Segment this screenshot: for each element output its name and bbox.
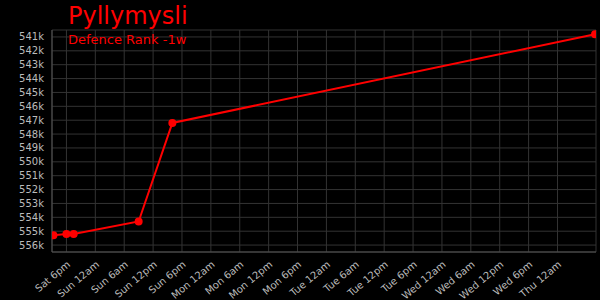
svg-text:548k: 548k — [19, 129, 44, 140]
svg-text:541k: 541k — [19, 31, 44, 42]
svg-text:556k: 556k — [19, 240, 44, 251]
svg-text:543k: 543k — [19, 59, 44, 70]
svg-text:Tue 6pm: Tue 6pm — [379, 258, 419, 295]
svg-text:542k: 542k — [19, 45, 44, 56]
svg-text:550k: 550k — [19, 156, 44, 167]
svg-text:552k: 552k — [19, 184, 44, 195]
svg-text:Tue 12am: Tue 12am — [287, 259, 332, 299]
svg-text:Thu 12am: Thu 12am — [517, 259, 564, 300]
svg-text:544k: 544k — [19, 73, 44, 84]
svg-text:Sun 6pm: Sun 6pm — [146, 258, 188, 296]
svg-text:Sun 12pm: Sun 12pm — [112, 258, 159, 300]
svg-text:Tue 6am: Tue 6am — [321, 258, 362, 295]
svg-text:Wed 6pm: Wed 6pm — [491, 258, 535, 298]
svg-text:549k: 549k — [19, 142, 44, 153]
svg-text:Sat 6pm: Sat 6pm — [33, 258, 73, 294]
svg-text:554k: 554k — [19, 212, 44, 223]
svg-text:551k: 551k — [19, 170, 44, 181]
svg-text:Wed 6am: Wed 6am — [433, 258, 477, 298]
svg-text:553k: 553k — [19, 198, 44, 209]
svg-text:Sun 6am: Sun 6am — [88, 258, 131, 296]
svg-text:545k: 545k — [19, 87, 44, 98]
html-text:Defence Rank -1w: Defence Rank -1w — [68, 32, 187, 47]
svg-text:Sun 12am: Sun 12am — [55, 258, 102, 300]
svg-text:555k: 555k — [19, 226, 44, 237]
svg-text:Mon 6pm: Mon 6pm — [260, 258, 304, 297]
svg-text:547k: 547k — [19, 115, 44, 126]
svg-text:546k: 546k — [19, 101, 44, 112]
svg-text:Tue 12pm: Tue 12pm — [345, 259, 390, 300]
html-text:Pyllymysli: Pyllymysli — [68, 2, 188, 30]
svg-text:Mon 6am: Mon 6am — [202, 258, 246, 297]
